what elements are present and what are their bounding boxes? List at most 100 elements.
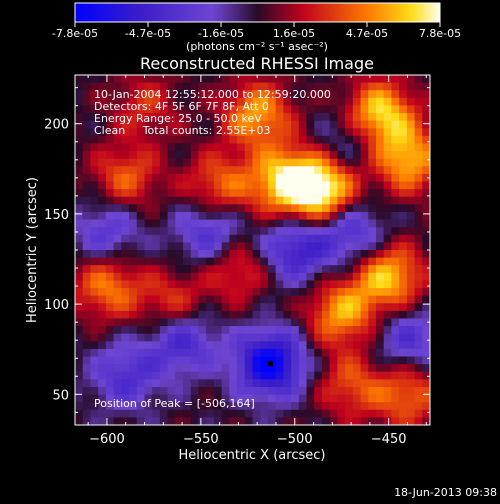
heatmap-cell [175,379,184,388]
heatmap-cell [406,97,416,107]
heatmap-cell [82,265,92,274]
heatmap-cell [391,143,400,152]
heatmap-cell [144,272,153,282]
heatmap-cell [267,75,277,84]
heatmap-cell [352,173,362,183]
heatmap-cell [260,234,269,243]
heatmap-cell [337,82,346,91]
heatmap-cell [82,82,92,91]
heatmap-cell [414,204,423,213]
heatmap-cell [82,143,92,152]
heatmap-cell [321,341,331,350]
heatmap-cell [206,326,215,335]
heatmap-cell [275,417,284,425]
heatmap-cell [113,128,122,137]
heatmap-cell [337,364,346,373]
heatmap-cell [237,379,246,388]
heatmap-cell [129,204,138,213]
heatmap-cell [368,135,377,145]
heatmap-cell [229,227,238,236]
heatmap-cell [375,250,385,259]
heatmap-cell [422,417,430,425]
heatmap-cell [190,257,200,266]
heatmap-cell [306,105,315,114]
heatmap-cell [329,90,338,99]
heatmap-cell [75,356,84,365]
heatmap-cell [121,242,130,251]
heatmap-cell [360,158,369,167]
heatmap-cell [105,158,115,167]
heatmap-cell [183,151,192,160]
heatmap-cell [383,257,393,266]
heatmap-cell [229,303,238,312]
heatmap-cell [229,341,238,350]
heatmap-cell [329,227,338,236]
heatmap-cell [368,402,377,411]
heatmap-cell [260,356,269,365]
heatmap-cell [190,318,200,327]
heatmap-cell [190,288,200,297]
heatmap-cell [291,181,300,190]
heatmap-cell [98,402,107,411]
heatmap-cell [98,189,107,198]
heatmap-cell [360,409,369,418]
heatmap-cell [144,234,153,243]
heatmap-cell [306,196,315,205]
heatmap-cell [306,386,315,396]
heatmap-cell [121,318,130,327]
heatmap-cell [75,128,84,137]
heatmap-cell [321,120,331,129]
heatmap-cell [368,333,377,342]
heatmap-cell [144,120,153,129]
heatmap-cell [244,120,254,129]
heatmap-cell [90,318,99,327]
heatmap-cell [175,318,184,327]
heatmap-cell [167,356,176,365]
heatmap-cell [152,310,161,320]
heatmap-cell [152,173,161,183]
heatmap-cell [360,402,369,411]
heatmap-cell [352,158,362,167]
heatmap-cell [399,166,408,175]
heatmap-cell [221,417,230,425]
heatmap-cell [105,364,115,373]
heatmap-cell [306,135,315,145]
heatmap-cell [144,211,153,221]
heatmap-cell [422,402,430,411]
heatmap-cell [136,333,146,342]
heatmap-cell [136,394,146,403]
heatmap-cell [159,135,169,145]
heatmap-cell [298,326,308,335]
heatmap-cell [159,326,169,335]
heatmap-cell [391,409,400,418]
heatmap-cell [314,128,323,137]
heatmap-cell [167,409,176,418]
heatmap-cell [414,75,423,84]
heatmap-cell [337,128,346,137]
heatmap-cell [406,143,416,152]
heatmap-cell [360,265,369,274]
heatmap-cell [314,288,323,297]
heatmap-cell [383,265,393,274]
heatmap-cell [383,394,393,403]
heatmap-cell [275,333,284,342]
heatmap-cell [167,105,176,114]
heatmap-cell [105,348,115,358]
heatmap-cell [391,173,400,183]
heatmap-cell [406,242,416,251]
heatmap-cell [399,310,408,320]
heatmap-cell [360,196,369,205]
heatmap-cell [244,105,254,114]
heatmap-cell [337,189,346,198]
heatmap-cell [345,326,354,335]
heatmap-cell [375,326,385,335]
heatmap-cell [314,310,323,320]
heatmap-cell [291,189,300,198]
heatmap-cell [221,143,230,152]
heatmap-cell [298,113,308,122]
heatmap-cell [75,196,84,205]
heatmap-cell [82,318,92,327]
heatmap-cell [383,158,393,167]
heatmap-cell [260,265,269,274]
heatmap-cell [159,310,169,320]
